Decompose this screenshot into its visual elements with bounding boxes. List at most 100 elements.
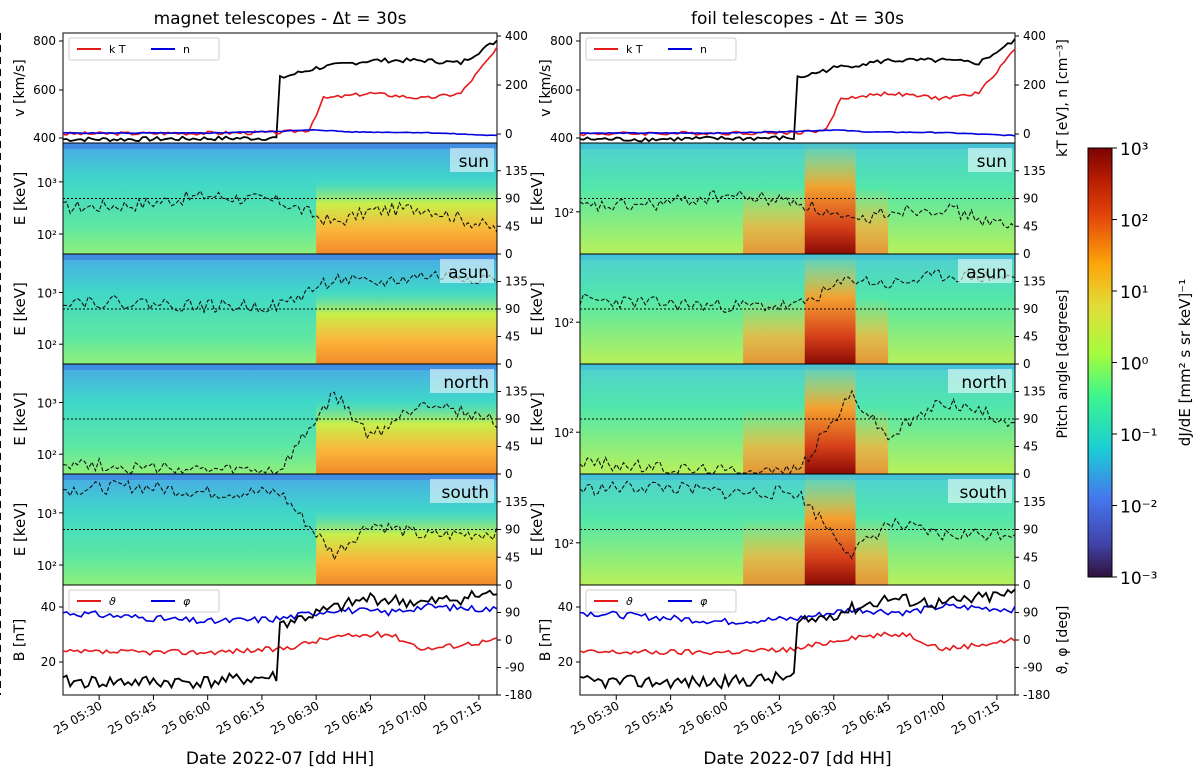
time-tick-label: 25 05:45 (623, 698, 676, 737)
panel-label-bg (968, 148, 1012, 172)
legend-n-label: n (183, 43, 190, 56)
legend-box (68, 589, 220, 613)
legend-phi-label: φ (183, 595, 191, 608)
pitch-tick-label: 0 (1023, 357, 1031, 371)
b-tick-label: 40 (558, 600, 573, 614)
energy-axis-label: E [keV] (528, 392, 546, 446)
v-tick-label: 800 (550, 34, 573, 48)
panel-label: north (961, 373, 1007, 393)
velocity-axis-label: v [km/s] (538, 59, 554, 116)
b-field-line (579, 588, 1016, 690)
kt-tick-label: 200 (505, 78, 528, 92)
panel-label: sun (977, 152, 1007, 172)
velocity-line (579, 38, 1016, 143)
time-tick-label: 25 06:45 (840, 698, 893, 737)
energy-axis-label: E [keV] (528, 282, 546, 336)
pitch-tick-label: 135 (1023, 495, 1046, 509)
pitch-angle-line (579, 480, 1016, 560)
time-tick-label: 25 07:15 (949, 698, 1002, 737)
pitch-tick-label: 90 (505, 302, 520, 316)
pitch-tick-label: 45 (505, 330, 520, 344)
angle-tick-label: -90 (505, 661, 525, 675)
time-tick-label: 25 05:30 (51, 698, 104, 737)
spectrogram-south: south E [keV] 10² 10³ 0 45 90 135 (11, 473, 528, 592)
energy-tick-label: 10² (37, 559, 57, 573)
time-tick-label: 25 06:45 (322, 698, 375, 737)
energy-tick-label: 10³ (37, 176, 57, 190)
panel-label: asun (966, 263, 1007, 283)
b-axis-label: B [nT] (538, 619, 554, 661)
pitch-angle-line (579, 269, 1016, 314)
density-line (62, 128, 498, 137)
spectrogram-top-band (63, 254, 497, 260)
energy-tick-label: 10² (554, 316, 574, 330)
time-axis-label: Date 2022-07 [dd HH] (186, 749, 374, 769)
energy-tick-label: 10² (37, 338, 57, 352)
b-tick-label: 20 (558, 655, 573, 669)
column-title: foil telescopes - Δt = 30s (691, 9, 904, 29)
theta-line (62, 630, 498, 656)
pitch-tick-label: 90 (1023, 192, 1038, 206)
colorbar-tick-label: 10⁻² (1120, 498, 1157, 518)
spectrogram-asun: asun E [keV] 10² 0 45 90 135 (528, 253, 1046, 371)
spectrogram-top-band (63, 143, 497, 149)
pitch-tick-label: 0 (505, 467, 513, 481)
legend-theta-label: ϑ (109, 595, 116, 608)
colorbar: 10⁻³ 10⁻² 10⁻¹ 10⁰ 10¹ 10² 10³ dJ/dE [mm² s sr … (1087, 140, 1194, 589)
pitch-tick-label: 0 (505, 357, 513, 371)
pitch-tick-label: 90 (1023, 523, 1038, 537)
pitch-tick-label: 135 (1023, 385, 1046, 399)
angle-tick-label: -180 (1023, 688, 1050, 702)
pitch-tick-label: 135 (1023, 275, 1046, 289)
kt-axis-label: kT [eV], n [cm⁻³] (1055, 39, 1071, 157)
pitch-tick-label: 45 (1023, 219, 1038, 233)
spectrogram-top-band (63, 364, 497, 370)
pitch-tick-label: 45 (1023, 330, 1038, 344)
panel-label-bg (430, 479, 494, 503)
time-tick-label: 25 07:00 (377, 698, 430, 737)
legend-box (585, 37, 737, 61)
kt-line (62, 46, 498, 137)
spectrogram-top-band (580, 254, 1015, 260)
spectrogram-sun: sun E [keV] 10² 10³ 0 45 90 135 (11, 142, 528, 261)
pitch-tick-label: 135 (505, 164, 528, 178)
time-tick-label: 25 06:15 (214, 698, 267, 737)
v-tick-label: 400 (33, 131, 56, 145)
angle-tick-label: 0 (505, 633, 513, 647)
spectrogram-asun: asun E [keV] 10² 10³ 0 45 90 135 (11, 253, 528, 371)
time-tick-label: 25 06:00 (160, 698, 213, 737)
energy-axis-label: E [keV] (528, 503, 546, 557)
legend-kt-label: k T (626, 43, 643, 56)
kt-tick-label: 400 (505, 29, 528, 43)
time-axis-label: Date 2022-07 [dd HH] (703, 749, 891, 769)
time-tick-label: 25 06:30 (268, 698, 321, 737)
legend-box (68, 37, 220, 61)
column-title: magnet telescopes - Δt = 30s (154, 9, 407, 29)
v-tick-label: 400 (550, 131, 573, 145)
kt-tick-label: 400 (1023, 29, 1046, 43)
pitch-angle-line (579, 190, 1016, 229)
flux-enhancement (316, 397, 497, 474)
energy-tick-label: 10² (554, 537, 574, 551)
pitch-tick-label: 135 (1023, 164, 1046, 178)
colorbar-gradient (1087, 147, 1113, 578)
pitch-angle-line (62, 189, 498, 233)
pitch-tick-label: 45 (1023, 440, 1038, 454)
pitch-angle-line (579, 389, 1016, 475)
pitch-tick-label: 90 (1023, 302, 1038, 316)
spectrogram-top-band (580, 143, 1015, 149)
pitch-tick-label: 0 (1023, 578, 1031, 592)
velocity-line (62, 39, 498, 143)
b-tick-label: 20 (41, 655, 56, 669)
energy-tick-label: 10³ (37, 287, 57, 301)
time-tick-label: 25 07:15 (431, 698, 484, 737)
angle-tick-label: 90 (1023, 606, 1038, 620)
panel-label: south (442, 483, 489, 503)
spectrogram-south: south E [keV] 10² 0 45 90 135 (528, 473, 1046, 592)
pitch-tick-label: 90 (505, 523, 520, 537)
flux-enhancement (316, 287, 497, 364)
b-field-line (62, 589, 498, 690)
phi-line (579, 602, 1016, 626)
